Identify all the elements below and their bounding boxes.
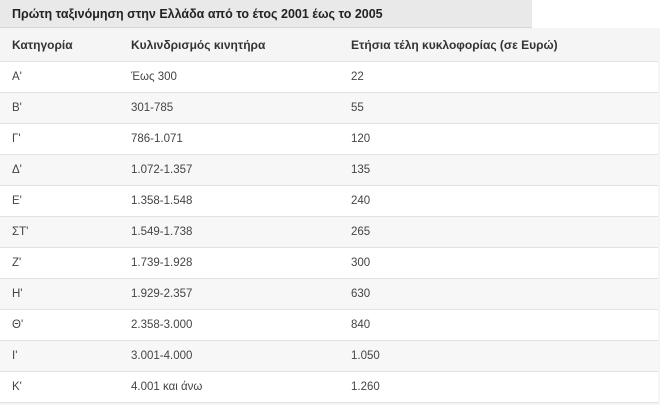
- header-annual-fee: Ετήσια τέλη κυκλοφορίας (σε Ευρώ): [339, 28, 658, 62]
- table-row: Ι' 3.001-4.000 1.050: [0, 340, 658, 372]
- cell-annual-fee: 55: [339, 92, 658, 124]
- cell-category: Η': [0, 278, 119, 310]
- cell-engine-capacity: 1.072-1.357: [119, 154, 339, 186]
- cell-engine-capacity: Έως 300: [119, 61, 339, 93]
- table-row: Θ' 2.358-3.000 840: [0, 309, 658, 341]
- cell-engine-capacity: 4.001 και άνω: [119, 371, 339, 403]
- cell-engine-capacity: 3.001-4.000: [119, 340, 339, 372]
- cell-annual-fee: 1.050: [339, 340, 658, 372]
- tax-table-container: Κατηγορία Κυλινδρισμός κινητήρα Ετήσια τ…: [0, 28, 660, 405]
- header-category: Κατηγορία: [0, 28, 119, 62]
- table-header-row: Κατηγορία Κυλινδρισμός κινητήρα Ετήσια τ…: [0, 28, 658, 62]
- cell-category: Ι': [0, 340, 119, 372]
- table-row: Ζ' 1.739-1.928 300: [0, 247, 658, 279]
- cell-annual-fee: 840: [339, 309, 658, 341]
- cell-category: Γ': [0, 123, 119, 155]
- cell-category: Β': [0, 92, 119, 124]
- road-tax-table: Κατηγορία Κυλινδρισμός κινητήρα Ετήσια τ…: [0, 28, 658, 403]
- table-row: Γ' 786-1.071 120: [0, 123, 658, 155]
- header-engine-capacity: Κυλινδρισμός κινητήρα: [119, 28, 339, 62]
- cell-annual-fee: 135: [339, 154, 658, 186]
- cell-category: Δ': [0, 154, 119, 186]
- cell-engine-capacity: 1.739-1.928: [119, 247, 339, 279]
- table-row: Β' 301-785 55: [0, 92, 658, 124]
- cell-annual-fee: 630: [339, 278, 658, 310]
- cell-engine-capacity: 301-785: [119, 92, 339, 124]
- cell-category: Ζ': [0, 247, 119, 279]
- table-row: Α' Έως 300 22: [0, 61, 658, 93]
- cell-annual-fee: 1.260: [339, 371, 658, 403]
- cell-category: Θ': [0, 309, 119, 341]
- cell-engine-capacity: 786-1.071: [119, 123, 339, 155]
- cell-engine-capacity: 1.929-2.357: [119, 278, 339, 310]
- cell-category: Κ': [0, 371, 119, 403]
- cell-annual-fee: 300: [339, 247, 658, 279]
- cell-engine-capacity: 1.549-1.738: [119, 216, 339, 248]
- table-row: Ε' 1.358-1.548 240: [0, 185, 658, 217]
- cell-category: Ε': [0, 185, 119, 217]
- cell-category: ΣΤ': [0, 216, 119, 248]
- cell-engine-capacity: 2.358-3.000: [119, 309, 339, 341]
- cell-annual-fee: 265: [339, 216, 658, 248]
- table-title: Πρώτη ταξινόμηση στην Ελλάδα από το έτος…: [0, 0, 532, 28]
- table-row: ΣΤ' 1.549-1.738 265: [0, 216, 658, 248]
- cell-annual-fee: 240: [339, 185, 658, 217]
- table-row: Κ' 4.001 και άνω 1.260: [0, 371, 658, 403]
- cell-annual-fee: 22: [339, 61, 658, 93]
- table-row: Η' 1.929-2.357 630: [0, 278, 658, 310]
- table-row: Δ' 1.072-1.357 135: [0, 154, 658, 186]
- cell-category: Α': [0, 61, 119, 93]
- cell-engine-capacity: 1.358-1.548: [119, 185, 339, 217]
- cell-annual-fee: 120: [339, 123, 658, 155]
